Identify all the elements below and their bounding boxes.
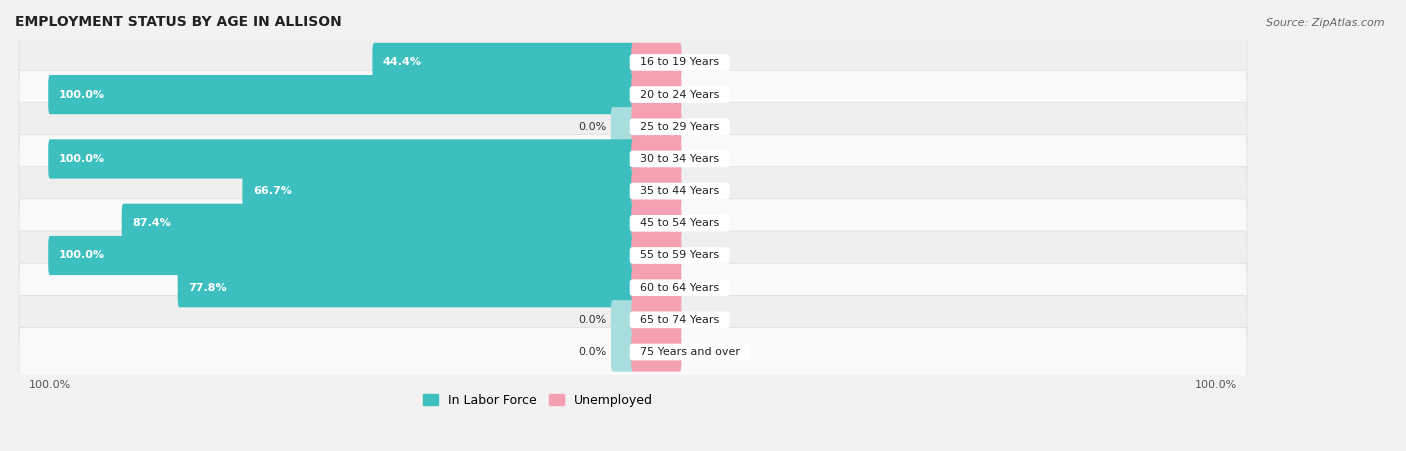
FancyBboxPatch shape (20, 38, 1247, 87)
FancyBboxPatch shape (20, 102, 1247, 151)
FancyBboxPatch shape (20, 231, 1247, 280)
Text: 100.0%: 100.0% (59, 154, 104, 164)
Text: 20 to 24 Years: 20 to 24 Years (633, 90, 727, 100)
FancyBboxPatch shape (631, 75, 682, 114)
Text: 0.0%: 0.0% (689, 347, 717, 357)
Text: 0.0%: 0.0% (689, 90, 717, 100)
Text: 55 to 59 Years: 55 to 59 Years (633, 250, 725, 261)
Text: 0.0%: 0.0% (689, 218, 717, 228)
Text: 0.0%: 0.0% (689, 186, 717, 196)
FancyBboxPatch shape (631, 236, 682, 275)
FancyBboxPatch shape (242, 171, 634, 211)
FancyBboxPatch shape (20, 70, 1247, 119)
Text: 44.4%: 44.4% (382, 57, 422, 67)
FancyBboxPatch shape (631, 204, 682, 243)
Text: 0.0%: 0.0% (578, 347, 607, 357)
FancyBboxPatch shape (631, 268, 682, 307)
Legend: In Labor Force, Unemployed: In Labor Force, Unemployed (418, 389, 658, 412)
Text: 87.4%: 87.4% (132, 218, 172, 228)
Text: 100.0%: 100.0% (59, 90, 104, 100)
FancyBboxPatch shape (631, 171, 682, 211)
FancyBboxPatch shape (20, 295, 1247, 344)
Text: 65 to 74 Years: 65 to 74 Years (633, 315, 727, 325)
FancyBboxPatch shape (20, 167, 1247, 216)
Text: 66.7%: 66.7% (253, 186, 292, 196)
FancyBboxPatch shape (631, 43, 682, 82)
Text: 0.0%: 0.0% (689, 315, 717, 325)
Text: 77.8%: 77.8% (188, 283, 226, 293)
FancyBboxPatch shape (631, 300, 682, 340)
Text: 0.0%: 0.0% (689, 122, 717, 132)
FancyBboxPatch shape (48, 139, 634, 179)
Text: 30 to 34 Years: 30 to 34 Years (633, 154, 725, 164)
FancyBboxPatch shape (20, 134, 1247, 184)
Text: Source: ZipAtlas.com: Source: ZipAtlas.com (1267, 18, 1385, 28)
FancyBboxPatch shape (177, 268, 634, 307)
Text: 0.0%: 0.0% (689, 283, 717, 293)
FancyBboxPatch shape (20, 263, 1247, 312)
FancyBboxPatch shape (373, 43, 634, 82)
FancyBboxPatch shape (631, 332, 682, 372)
FancyBboxPatch shape (48, 75, 634, 114)
FancyBboxPatch shape (631, 107, 682, 147)
FancyBboxPatch shape (48, 236, 634, 275)
FancyBboxPatch shape (631, 139, 682, 179)
Text: 60 to 64 Years: 60 to 64 Years (633, 283, 725, 293)
Text: 0.0%: 0.0% (578, 122, 607, 132)
Text: 25 to 29 Years: 25 to 29 Years (633, 122, 727, 132)
FancyBboxPatch shape (610, 107, 634, 147)
Text: 100.0%: 100.0% (59, 250, 104, 261)
FancyBboxPatch shape (610, 300, 634, 340)
FancyBboxPatch shape (20, 327, 1247, 377)
Text: 35 to 44 Years: 35 to 44 Years (633, 186, 727, 196)
Text: 45 to 54 Years: 45 to 54 Years (633, 218, 727, 228)
Text: 16 to 19 Years: 16 to 19 Years (633, 57, 725, 67)
Text: 0.0%: 0.0% (689, 57, 717, 67)
Text: 0.0%: 0.0% (689, 250, 717, 261)
FancyBboxPatch shape (20, 199, 1247, 248)
Text: 75 Years and over: 75 Years and over (633, 347, 747, 357)
FancyBboxPatch shape (122, 204, 634, 243)
FancyBboxPatch shape (610, 332, 634, 372)
Text: 0.0%: 0.0% (578, 315, 607, 325)
Text: EMPLOYMENT STATUS BY AGE IN ALLISON: EMPLOYMENT STATUS BY AGE IN ALLISON (15, 15, 342, 29)
Text: 0.0%: 0.0% (689, 154, 717, 164)
